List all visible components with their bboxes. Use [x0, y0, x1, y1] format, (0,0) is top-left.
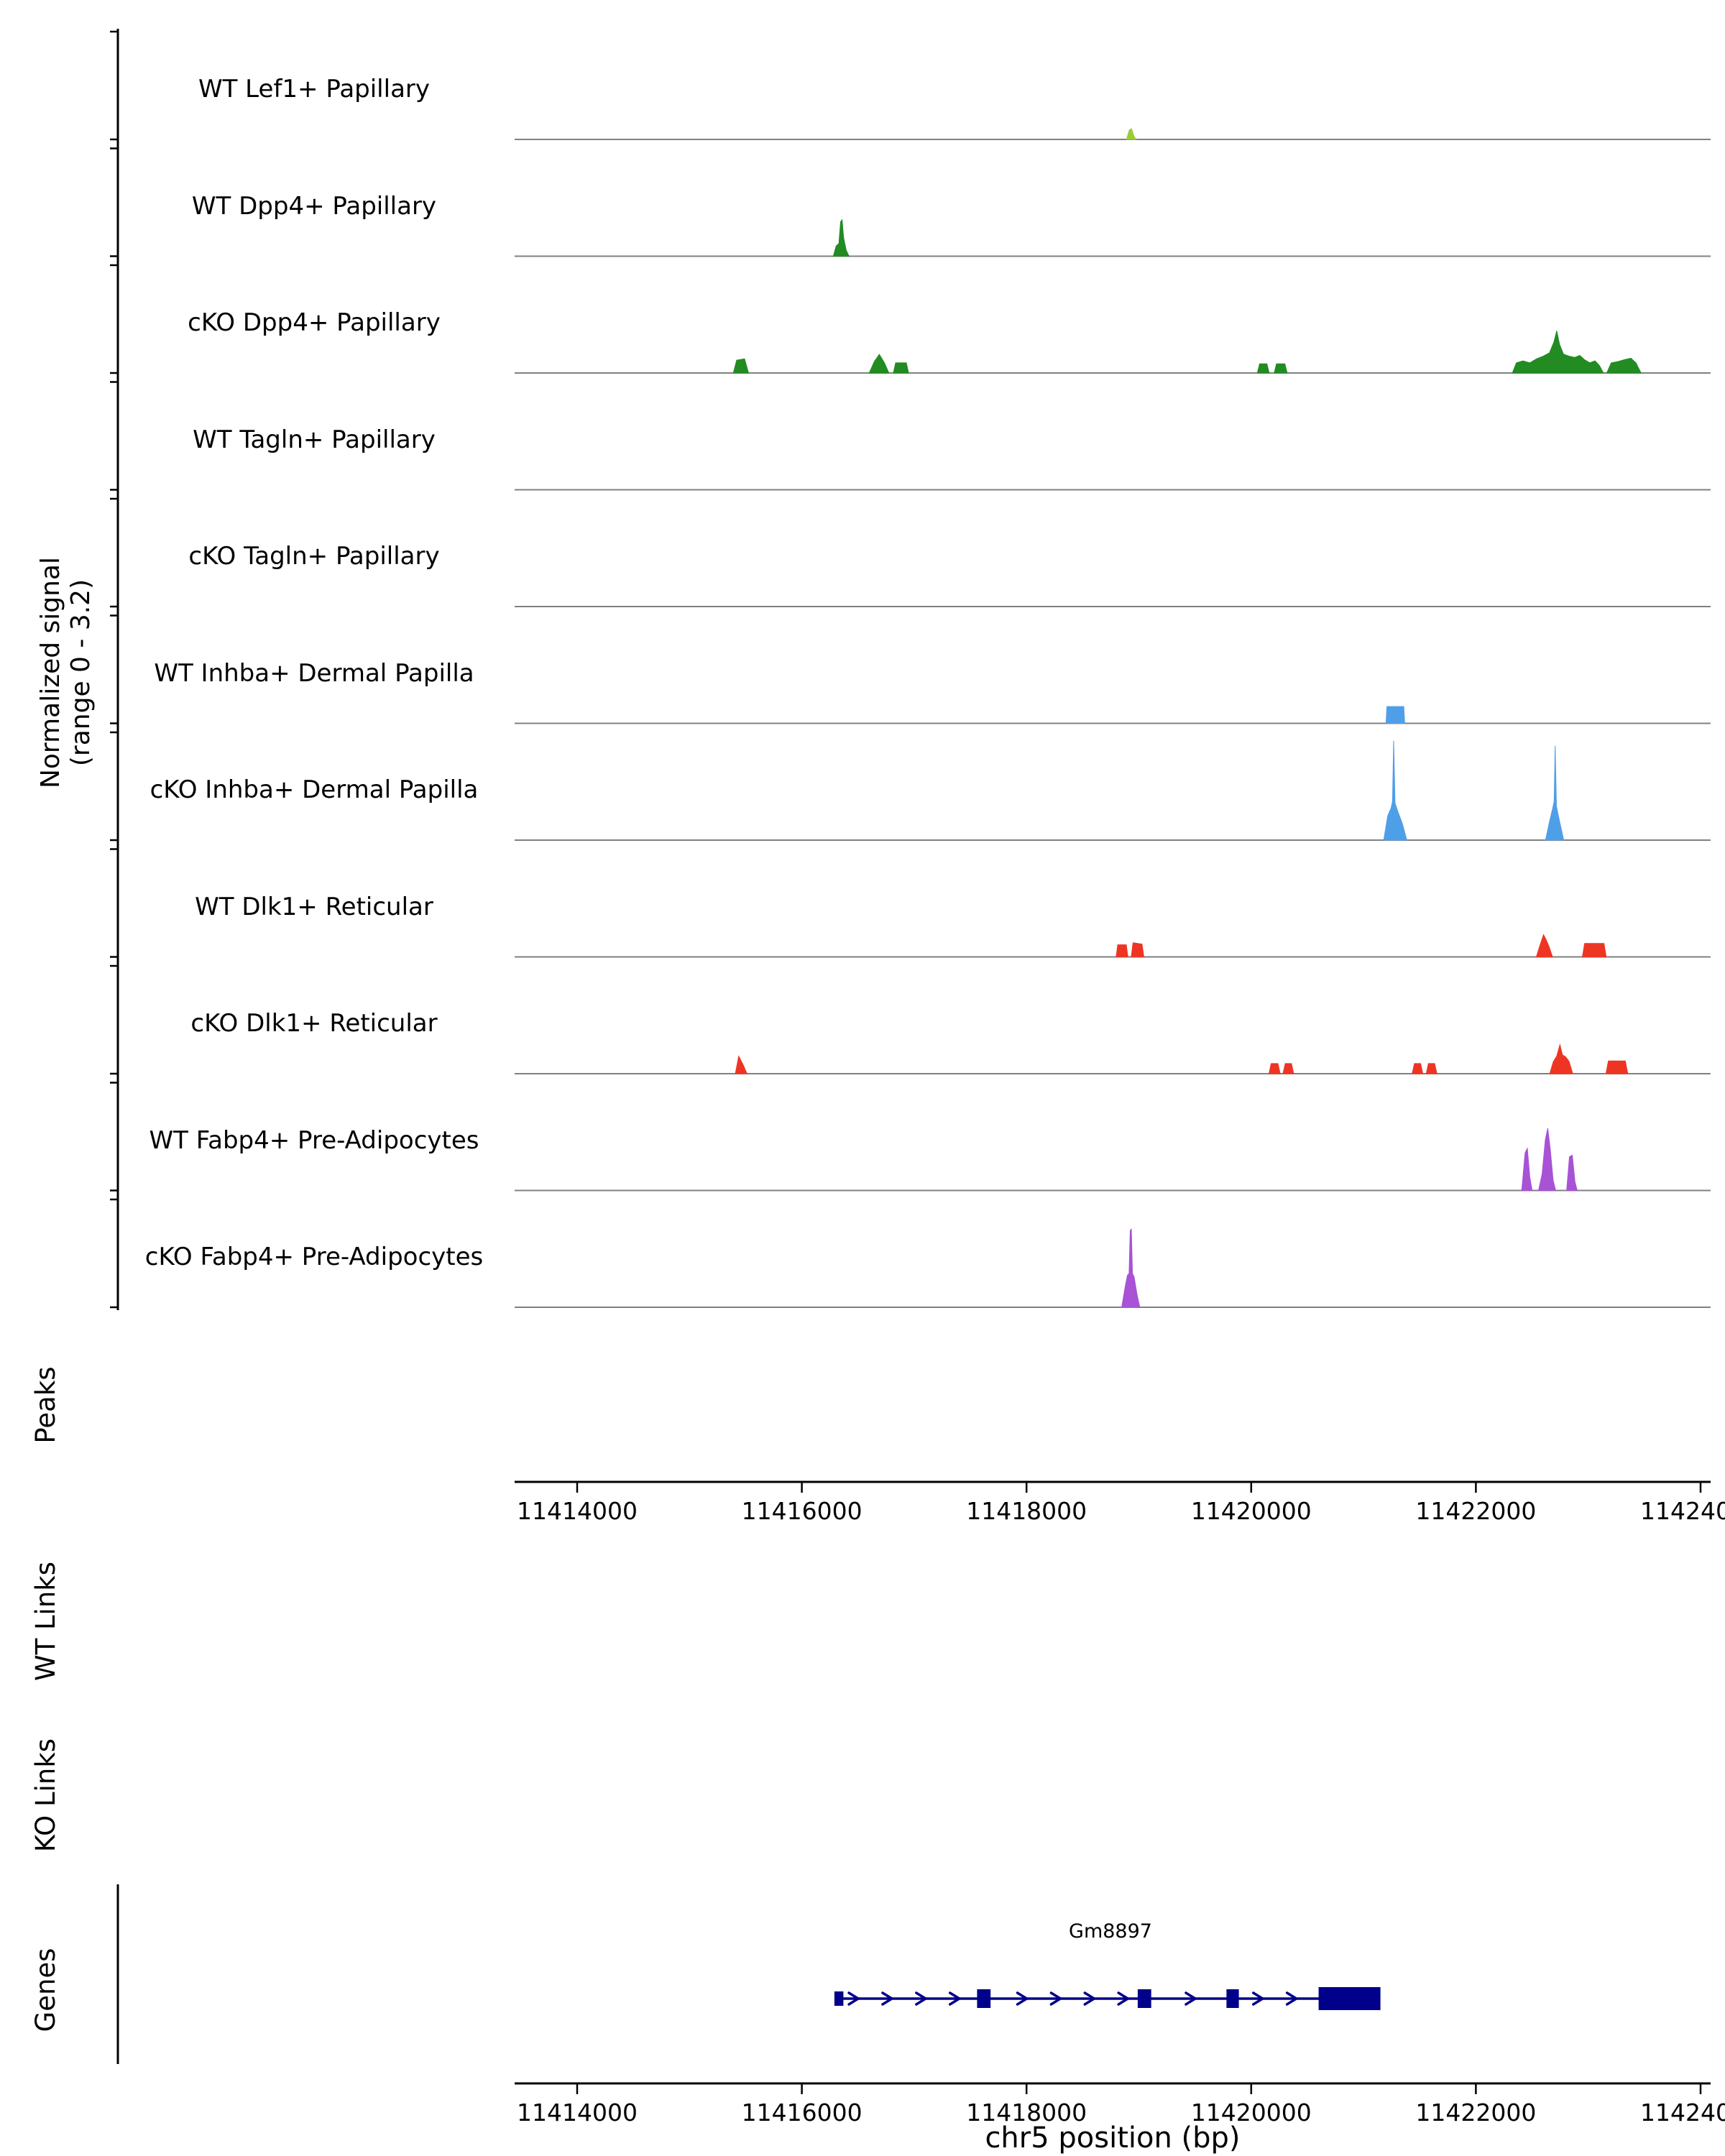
- signal-peak: [1537, 1128, 1557, 1191]
- track-label: WT Lef1+ Papillary: [198, 75, 431, 103]
- x-tick-label: 11418000: [966, 1497, 1087, 1525]
- signal-track: [515, 934, 1711, 958]
- track-label: cKO Inhba+ Dermal Papilla: [150, 775, 479, 804]
- track-label: WT Inhba+ Dermal Papilla: [154, 658, 474, 688]
- x-tick-label: 11416000: [741, 1497, 862, 1525]
- signal-track: [515, 218, 1711, 257]
- signal-peak: [1256, 363, 1270, 374]
- x-tick-label: 11422000: [1415, 2099, 1537, 2127]
- signal-peak: [735, 1055, 748, 1074]
- track-label: WT Fabp4+ Pre-Adipocytes: [149, 1125, 479, 1155]
- x-tick-label: 11416000: [741, 2099, 862, 2127]
- signal-peak: [1566, 1154, 1578, 1191]
- strand-arrow-icon: [1285, 1991, 1298, 2006]
- gene-exon: [1137, 1989, 1151, 2008]
- signal-peak: [1549, 1043, 1573, 1074]
- gene-exon: [1226, 1989, 1239, 2008]
- x-tick-label: 11424000: [1640, 1497, 1725, 1525]
- track-label: cKO Dpp4+ Papillary: [188, 308, 441, 337]
- strand-arrow-icon: [1251, 1991, 1264, 2006]
- signal-peak: [1425, 1063, 1438, 1074]
- track-label: cKO Dlk1+ Reticular: [190, 1009, 438, 1038]
- signal-peak: [832, 218, 850, 257]
- signal-peak: [732, 358, 750, 374]
- signal-peak: [1131, 942, 1144, 957]
- signal-peak: [1512, 331, 1604, 374]
- gene-exon: [834, 1991, 844, 2006]
- signal-peak: [868, 354, 890, 374]
- strand-arrow-icon: [1184, 1991, 1197, 2006]
- strand-arrow-icon: [847, 1991, 860, 2006]
- track-label: WT Tagln+ Papillary: [193, 425, 436, 454]
- signal-track: [515, 1128, 1711, 1192]
- track-label: WT Dpp4+ Papillary: [191, 191, 437, 221]
- signal-peak: [1126, 128, 1137, 140]
- strand-arrow-icon: [948, 1991, 961, 2006]
- signal-track: [515, 706, 1711, 724]
- x-tick-label: 11414000: [517, 2099, 638, 2127]
- track-label: WT Dlk1+ Reticular: [195, 892, 433, 921]
- track-label: cKO Fabp4+ Pre-Adipocytes: [144, 1243, 484, 1271]
- gene-model: [834, 1987, 1381, 2010]
- signal-peak: [1268, 1063, 1281, 1074]
- strand-arrow-icon: [1016, 1991, 1029, 2006]
- signal-peak: [1535, 934, 1553, 957]
- signal-track: [515, 331, 1711, 374]
- signal-track: [515, 1043, 1711, 1074]
- signal-peak: [1282, 1063, 1294, 1074]
- strand-arrow-icon: [881, 1991, 893, 2006]
- gene-exon: [1318, 1987, 1381, 2010]
- x-tick-label: 11418000: [966, 2099, 1087, 2127]
- signal-peak: [1121, 1227, 1141, 1308]
- signal-peak: [1412, 1063, 1424, 1074]
- gene-label: Gm8897: [1069, 1920, 1152, 1943]
- section-label-genes: Genes: [30, 1948, 61, 2032]
- signal-axis-label-line1: Normalized signal: [36, 556, 65, 789]
- signal-peak: [1116, 944, 1128, 957]
- x-tick-label: 11420000: [1190, 1497, 1312, 1525]
- signal-peak: [1521, 1147, 1533, 1191]
- signal-peak: [1274, 363, 1288, 374]
- signal-track: [515, 740, 1711, 841]
- section-label-peaks: Peaks: [30, 1366, 61, 1444]
- strand-arrow-icon: [915, 1991, 927, 2006]
- x-axis-title: chr5 position (bp): [985, 2122, 1241, 2155]
- signal-track: [515, 1227, 1711, 1308]
- signal-track: [515, 128, 1711, 140]
- gene-exon: [977, 1989, 991, 2008]
- x-tick-label: 11424000: [1640, 2099, 1725, 2127]
- signal-peak: [1606, 357, 1642, 374]
- section-label-ko-links: KO Links: [30, 1738, 61, 1853]
- signal-peak: [893, 362, 909, 374]
- signal-peak: [1582, 943, 1607, 957]
- signal-peak: [1385, 706, 1405, 724]
- strand-arrow-icon: [1049, 1991, 1062, 2006]
- signal-peak: [1605, 1060, 1629, 1074]
- strand-arrow-icon: [1083, 1991, 1096, 2006]
- x-tick-label: 11422000: [1415, 1497, 1537, 1525]
- x-tick-label: 11420000: [1190, 2099, 1312, 2127]
- track-label: cKO Tagln+ Papillary: [188, 542, 440, 571]
- strand-arrow-icon: [1117, 1991, 1129, 2006]
- x-tick-label: 11414000: [517, 1497, 638, 1525]
- signal-peak: [1545, 745, 1565, 841]
- signal-peak: [1383, 740, 1407, 841]
